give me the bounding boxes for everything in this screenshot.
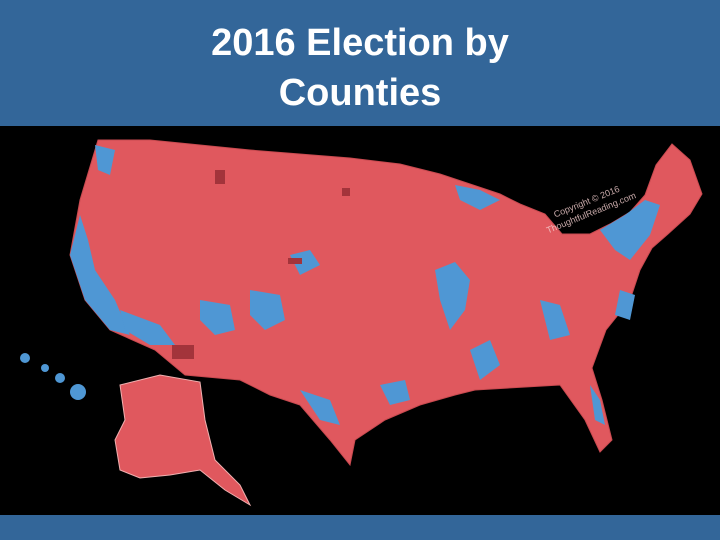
- map: Copyright © 2016 ThoughtfulReading.com: [0, 126, 720, 515]
- footer-band: [0, 515, 720, 540]
- hawaii: [20, 353, 86, 400]
- strong-republican: [172, 170, 350, 359]
- title-line: 2016 Election by: [211, 22, 509, 64]
- title-band: 2016 Election by Counties: [0, 0, 720, 126]
- title-line: Counties: [278, 72, 442, 114]
- alaska: [114, 374, 252, 507]
- democratic-counties: [70, 145, 660, 425]
